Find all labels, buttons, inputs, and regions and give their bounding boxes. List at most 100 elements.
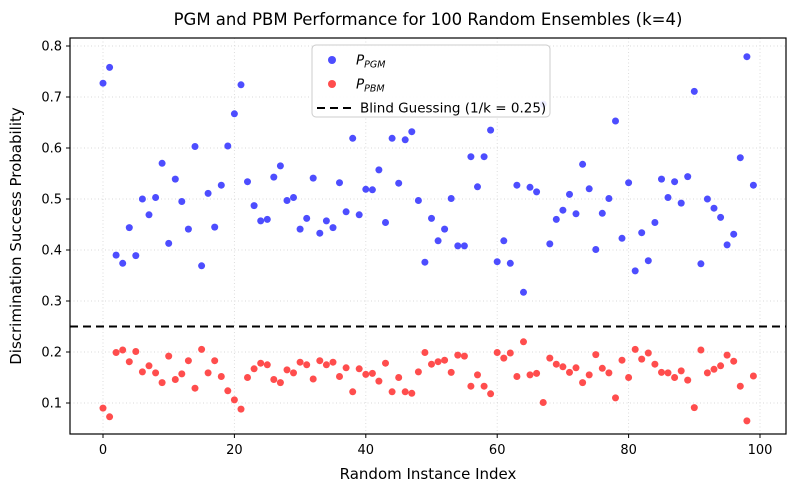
pgm-point [329,224,337,232]
pgm-point [434,237,442,245]
y-axis-label: Discrimination Success Probability [7,107,25,365]
pgm-point [283,197,291,204]
pbm-point [447,368,455,376]
pgm-point [664,194,672,201]
pgm-point [493,258,501,266]
pbm-point [132,348,140,355]
pgm-point [506,259,514,267]
pbm-point [474,371,481,379]
pbm-point [309,375,317,383]
pgm-point [579,160,587,168]
pgm-point [618,234,626,242]
pbm-scatter-series [99,338,757,425]
pbm-point [703,369,711,377]
y-tick-label: 0.6 [41,142,62,157]
pbm-point [566,368,573,376]
axes-frame [69,37,787,435]
pgm-point [322,217,330,225]
legend-entry-label: PPBM [356,77,385,95]
pbm-point [329,358,337,366]
x-tick-label: 80 [620,443,637,458]
y-tick-label: 0.4 [41,244,62,259]
pbm-point [178,370,186,378]
pbm-point [612,394,619,402]
pbm-point [526,371,534,379]
pgm-point [414,197,422,204]
legend: PPGM PPBM Blind Guessing (1/k = 0.25) [311,44,551,118]
pgm-point [638,229,646,237]
pbm-point [579,379,587,387]
pbm-point [401,388,409,396]
pbm-point [145,362,153,370]
pbm-point [342,364,350,372]
pbm-point [467,382,475,390]
pgm-point [533,188,541,196]
pgm-point [355,211,363,219]
pbm-point [388,388,396,396]
pbm-point [382,359,389,367]
y-tick-label: 0.5 [41,193,62,208]
pgm-point [224,142,232,150]
pbm-point [138,368,146,376]
pgm-point [736,154,744,162]
pbm-point [349,388,357,396]
pgm-point [316,229,324,237]
pbm-point [677,367,685,375]
legend-entry-label: Blind Guessing (1/k = 0.25) [360,101,546,117]
pgm-point [566,190,573,198]
pgm-point [677,199,685,207]
pbm-point [644,349,652,357]
pbm-point [546,354,554,362]
pbm-point [664,369,672,377]
pbm-point [487,390,495,398]
pgm-point [487,126,495,134]
pgm-point [421,258,429,266]
pgm-point [211,223,219,231]
pgm-point [270,173,278,181]
pgm-point [119,259,127,267]
pbm-point [454,351,462,359]
legend-box [311,44,551,118]
pbm-point [336,373,343,380]
pbm-point [204,369,212,377]
pbm-point [322,361,330,369]
pbm-point [316,357,324,365]
pbm-point [684,376,692,384]
pgm-point [743,53,751,61]
pbm-point [434,358,442,366]
pgm-point [585,185,593,193]
pbm-point [250,365,258,373]
pgm-point [237,81,245,89]
pgm-point [598,209,606,217]
pgm-point [138,195,146,203]
pgm-point [375,166,383,174]
pgm-point [244,178,251,186]
pbm-point [125,358,133,366]
pbm-point [152,369,160,377]
pbm-point [631,345,639,353]
pgm-point [605,195,613,202]
pbm-point [230,396,238,404]
pgm-point [296,225,304,233]
pgm-point [520,288,527,296]
pgm-point [165,239,173,247]
pgm-point [171,175,179,183]
pbm-point [749,372,757,380]
pgm-point [441,225,449,233]
pbm-point [408,389,416,397]
pgm-point [125,224,133,232]
y-tick-label: 0.8 [41,40,62,55]
pgm-point [362,185,370,193]
pgm-point [500,237,508,245]
pgm-point [467,153,475,161]
pgm-point [552,215,560,223]
pgm-point [152,194,160,201]
pbm-point [171,376,179,383]
pbm-point [736,382,744,390]
pgm-point [349,134,357,142]
pbm-point [191,384,199,392]
pbm-point [198,345,206,353]
pgm-point [198,262,206,270]
pbm-point [375,377,383,385]
pbm-point [480,382,488,390]
